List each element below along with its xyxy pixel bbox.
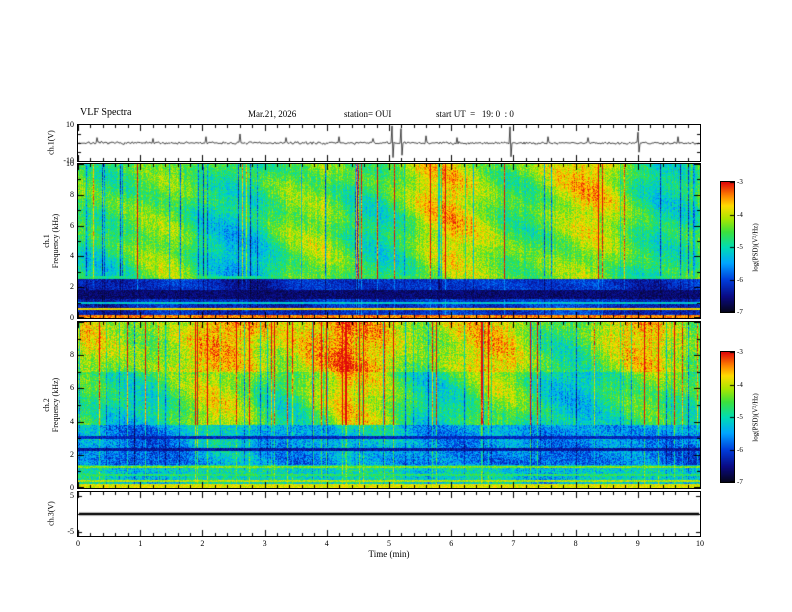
- y-tick-label: 0: [70, 313, 74, 322]
- ch2-colorbar-unit-label: log(PSD)(V²/Hz): [751, 393, 760, 442]
- x-tick-label: 3: [262, 539, 267, 548]
- y-tick-label: 6: [70, 383, 74, 393]
- ch2-colorbar-canvas: [721, 352, 734, 482]
- ch1-spectrogram-panel: [77, 163, 701, 319]
- y-tick-label: 4: [70, 251, 74, 261]
- colorbar-tick-label: -6: [737, 445, 743, 454]
- ch2-spectrogram-canvas: [78, 322, 700, 488]
- ch3-waveform-canvas: [78, 492, 700, 536]
- ch1-colorbar: [720, 181, 735, 313]
- ch2-spectrogram-panel: [77, 321, 701, 489]
- x-tick-label: 8: [573, 539, 578, 548]
- x-tick-label: 4: [324, 539, 329, 548]
- y-tick-label: 2: [70, 449, 74, 459]
- colorbar-tick-label: -6: [737, 275, 743, 284]
- date-label: Mar.21, 2026: [248, 109, 297, 119]
- ch1-waveform-canvas: [78, 125, 700, 161]
- colorbar-tick-label: -7: [737, 308, 743, 316]
- colorbar-tick-label: -5: [737, 413, 743, 421]
- ch1-colorbar-canvas: [721, 182, 734, 312]
- x-tick-label: 1: [138, 539, 143, 548]
- time-axis-label: Time (min): [368, 549, 410, 559]
- y-tick-label: -5: [67, 527, 74, 537]
- x-tick-label: 7: [511, 539, 516, 548]
- y-tick-label: 8: [70, 350, 74, 360]
- colorbar-tick-label: -4: [737, 210, 743, 219]
- x-tick-label: 0: [76, 539, 80, 548]
- y-tick-label: 8: [70, 189, 74, 199]
- x-tick-label: 10: [696, 539, 704, 548]
- ch1-colorbar-unit-label: log(PSD)(V²/Hz): [751, 223, 760, 272]
- ch1-waveform-panel: [77, 124, 701, 162]
- y-tick-label: 0: [70, 483, 74, 492]
- y-tick-label: 4: [70, 416, 74, 426]
- station-label: station= OUI: [344, 109, 392, 119]
- ch2-colorbar: [720, 351, 735, 483]
- x-tick-label: 2: [200, 539, 205, 548]
- y-tick-label: 10: [66, 120, 74, 129]
- ch3-waveform-panel: [77, 491, 701, 537]
- y-tick-label: 2: [70, 282, 74, 292]
- figure-title: VLF Spectra: [80, 107, 132, 118]
- y-tick-label: 5: [70, 490, 74, 500]
- y-tick-label: -10: [63, 156, 74, 165]
- colorbar-tick-label: -7: [737, 478, 743, 486]
- colorbar-tick-label: -3: [737, 178, 743, 186]
- start-ut-label: start UT = 19: 0 : 0: [436, 109, 514, 119]
- colorbar-tick-label: -3: [737, 348, 743, 356]
- y-tick-label: 10: [66, 159, 74, 168]
- y-tick-label: 6: [70, 220, 74, 230]
- x-tick-label: 9: [635, 539, 640, 548]
- x-tick-label: 6: [449, 539, 454, 548]
- ch1-frequency-axis-label: ch.1 Frequency (kHz): [42, 213, 60, 269]
- ch1-spectrogram-canvas: [78, 164, 700, 318]
- x-tick-label: 5: [387, 539, 391, 548]
- colorbar-tick-label: -4: [737, 380, 743, 389]
- colorbar-tick-label: -5: [737, 243, 743, 251]
